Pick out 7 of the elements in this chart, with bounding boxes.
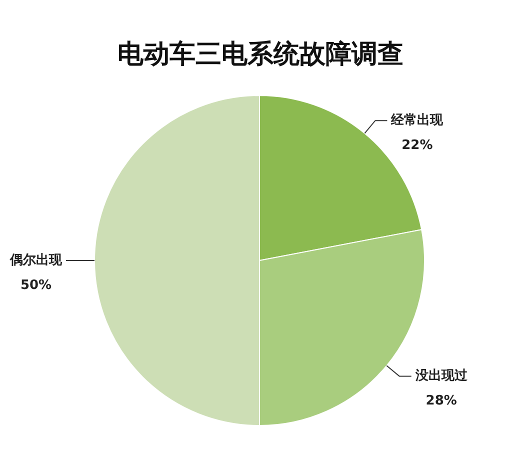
slice-label: 偶尔出现 (9, 253, 63, 268)
slice-label: 经常出现 (390, 113, 444, 128)
data-label: 22% (402, 138, 433, 154)
data-label: 50% (20, 278, 52, 293)
data-label: 28% (426, 394, 457, 409)
chart-title: 电动车三电系统故障调查 (118, 40, 404, 70)
slice-label: 没出现过 (414, 368, 468, 384)
